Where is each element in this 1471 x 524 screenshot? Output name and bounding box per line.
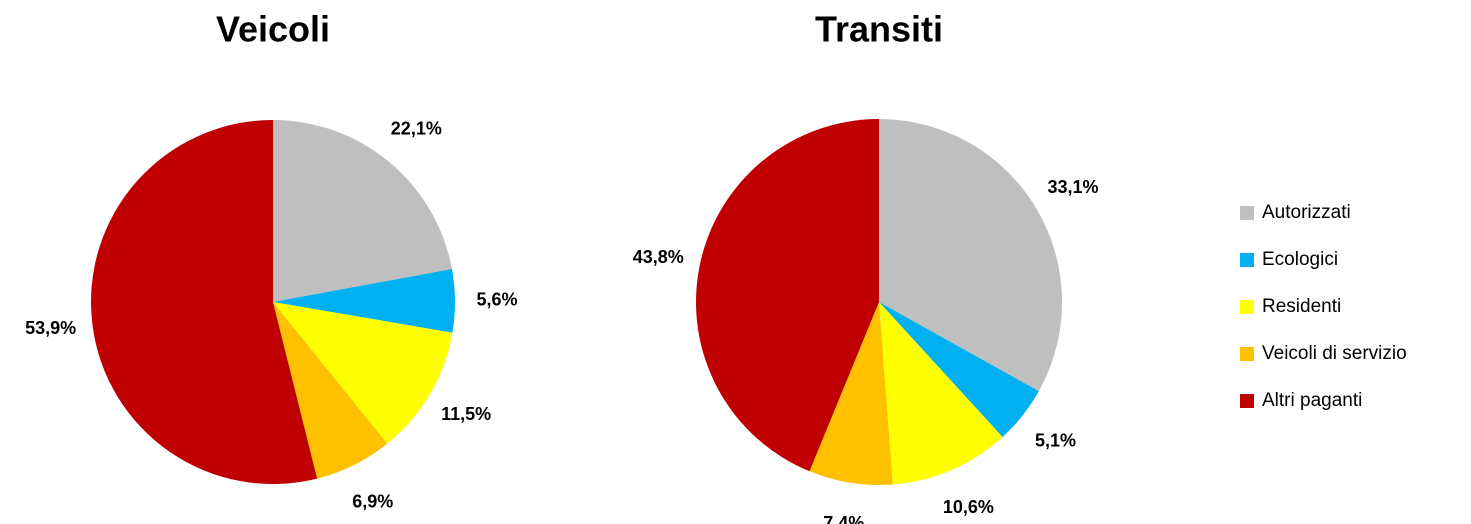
data-label: 7,4% <box>823 513 864 524</box>
data-label: 33,1% <box>1048 177 1099 197</box>
data-label: 11,5% <box>441 404 491 424</box>
data-label: 5,1% <box>1035 430 1076 450</box>
data-label: 53,9% <box>25 318 76 338</box>
pie-slice <box>879 302 1039 437</box>
legend-swatch <box>1240 206 1254 220</box>
data-label: 10,6% <box>943 497 994 517</box>
pie-slice <box>696 119 879 472</box>
chart-title: Transiti <box>815 9 943 50</box>
legend-label: Residenti <box>1262 296 1341 317</box>
data-label: 6,9% <box>352 491 393 511</box>
pie-slice <box>879 119 1062 392</box>
legend-swatch <box>1240 253 1254 267</box>
data-label: 5,6% <box>476 289 517 309</box>
legend-label: Veicoli di servizio <box>1262 343 1407 364</box>
pie-slice <box>273 120 452 302</box>
pie-slice <box>273 269 456 333</box>
legend-swatch <box>1240 300 1254 314</box>
pie-slice <box>273 302 453 444</box>
legend-label: Autorizzati <box>1262 202 1351 223</box>
legend-label: Ecologici <box>1262 249 1338 270</box>
chart-title: Veicoli <box>216 9 330 50</box>
pie-slice <box>273 302 388 479</box>
data-label: 43,8% <box>633 247 684 267</box>
pie-slice <box>809 302 893 485</box>
legend-label: Altri paganti <box>1262 390 1362 411</box>
data-label: 22,1% <box>391 119 442 139</box>
legend-swatch <box>1240 347 1254 361</box>
legend-swatch <box>1240 394 1254 408</box>
pie-slice <box>91 120 318 484</box>
pie-slice <box>879 302 1003 485</box>
